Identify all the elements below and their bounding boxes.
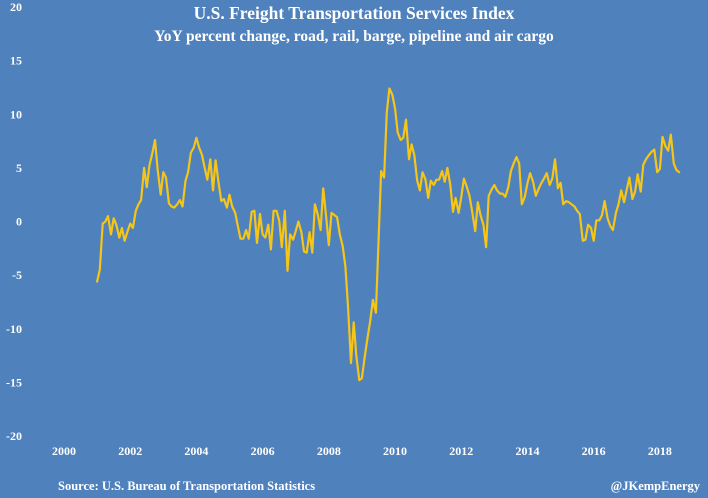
x-tick-label: 2002 (118, 444, 142, 458)
x-tick-label: 2018 (648, 444, 672, 458)
y-tick-label: -5 (12, 268, 22, 282)
x-tick-label: 2016 (582, 444, 606, 458)
x-tick-label: 2008 (317, 444, 341, 458)
x-tick-label: 2010 (383, 444, 407, 458)
y-tick-label: -20 (6, 429, 22, 443)
x-tick-label: 2012 (449, 444, 473, 458)
x-axis: 2000 2002 2004 2006 2008 2010 2012 2014 2016 2018 (52, 444, 672, 458)
y-tick-label: 10 (10, 107, 22, 121)
y-axis: 20 15 10 5 0 -5 -10 -15 -20 (6, 0, 22, 443)
chart-title: U.S. Freight Transportation Services Ind… (194, 3, 515, 23)
y-tick-label: -15 (6, 375, 22, 389)
y-tick-label: 5 (16, 161, 22, 175)
source-note: Source: U.S. Bureau of Transportation St… (58, 479, 315, 493)
y-tick-label: 20 (10, 0, 22, 14)
y-tick-label: -10 (6, 322, 22, 336)
chart-subtitle: YoY percent change, road, rail, barge, p… (154, 28, 554, 45)
credit-note: @JKempEnergy (611, 479, 701, 493)
x-tick-label: 2006 (251, 444, 275, 458)
y-tick-label: 0 (16, 215, 22, 229)
x-tick-label: 2000 (52, 444, 76, 458)
y-tick-label: 15 (10, 54, 22, 68)
x-tick-label: 2014 (515, 444, 539, 458)
series-line (96, 87, 681, 382)
x-tick-label: 2004 (184, 444, 208, 458)
